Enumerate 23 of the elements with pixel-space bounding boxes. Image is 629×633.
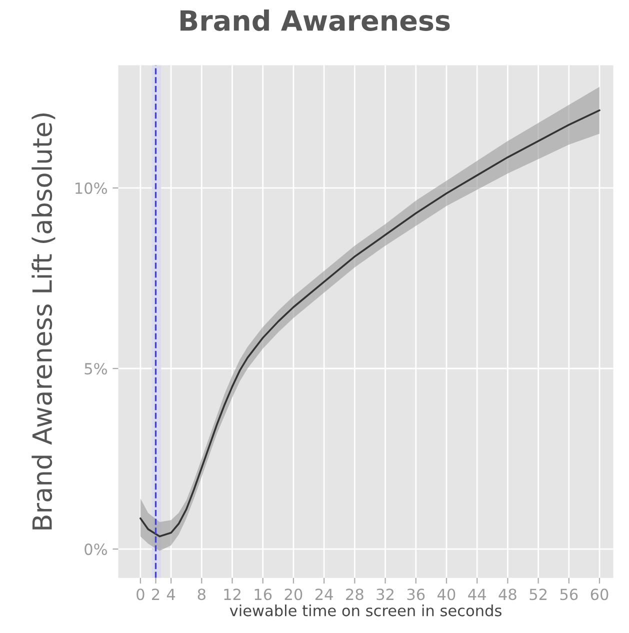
x-tick-label: 48 — [498, 588, 516, 600]
x-tick-label: 16 — [254, 588, 272, 600]
x-tick-label: 2 — [152, 588, 160, 600]
x-axis-title: viewable time on screen in seconds — [230, 604, 502, 616]
x-tick-label: 8 — [198, 588, 206, 600]
x-tick-label: 24 — [315, 588, 333, 600]
x-tick-label: 56 — [560, 588, 578, 600]
x-tick-label: 52 — [530, 588, 546, 600]
x-tick-label: 12 — [224, 588, 240, 600]
y-tick-label: 10% — [76, 182, 107, 194]
y-tick-label: 0% — [84, 544, 107, 556]
x-tick-label: 44 — [468, 588, 486, 600]
y-tick-label: 5% — [84, 362, 107, 375]
x-tick-label: 0 — [136, 588, 144, 600]
x-tick-label: 40 — [438, 588, 456, 600]
x-tick-label: 4 — [166, 588, 176, 600]
y-axis-title: Brand Awareness Lift (absolute) — [32, 113, 56, 530]
x-tick-label: 60 — [590, 588, 608, 600]
chart-title: Brand Awareness — [180, 9, 450, 31]
x-tick-label: 36 — [407, 588, 425, 600]
x-tick-label: 20 — [284, 588, 302, 600]
x-tick-label: 32 — [376, 588, 394, 600]
x-tick-label: 28 — [346, 588, 364, 600]
